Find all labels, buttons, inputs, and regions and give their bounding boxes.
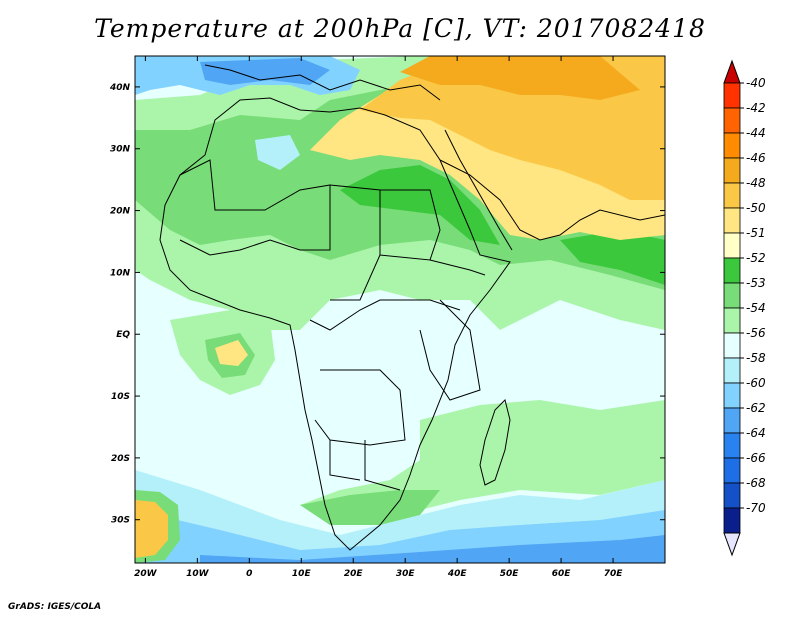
- coastlines: [159, 64, 665, 551]
- colorbar-bin: [723, 82, 741, 109]
- colorbar-bin: [723, 432, 741, 459]
- field-green-dark: [340, 165, 500, 245]
- footer-credit: GrADS: IGES/COLA: [8, 602, 102, 612]
- colorbar-bin: [723, 157, 741, 184]
- colorbar-label: -46: [746, 151, 766, 165]
- colorbar-label: -54: [746, 301, 766, 315]
- colorbar-label: -62: [746, 401, 766, 415]
- colorbar-label: -56: [746, 326, 766, 340]
- lat-tick-label: 20S: [111, 454, 130, 464]
- colorbar-bin: [723, 182, 741, 209]
- arabia-coast: [439, 159, 665, 241]
- madagascar: [479, 399, 511, 486]
- colorbar-label: -58: [746, 351, 766, 365]
- colorbar-bin: [723, 207, 741, 234]
- lon-tick-label: 70E: [604, 569, 624, 579]
- colorbar-upper-arrow: [723, 59, 741, 84]
- lat-tick-label: 40N: [109, 83, 131, 93]
- plot-frame: [134, 55, 666, 564]
- lon-axis: 20W 10W 0 10E 20E 30E 40E 50E 60E 70E: [134, 56, 623, 579]
- lat-tick-label: 30S: [111, 516, 130, 526]
- colorbar-bin: [723, 407, 741, 434]
- europe-coast: [204, 64, 441, 101]
- colorbar-bin: [723, 457, 741, 484]
- colorbar-label: -48: [746, 176, 766, 190]
- lon-tick-label: 10E: [292, 569, 312, 579]
- colorbar-bin: [723, 357, 741, 384]
- colorbar-lower-arrow: [723, 532, 741, 557]
- lat-tick-label: 20N: [110, 207, 131, 217]
- colorbar-label: -42: [746, 101, 766, 115]
- lat-axis: 40N 30N 20N 10N EQ 10S 20S 30S: [109, 83, 665, 526]
- colorbar-label: -60: [746, 376, 766, 390]
- colorbar-label: -70: [746, 501, 766, 515]
- africa-coastline: [159, 97, 511, 551]
- colorbar-bin: [723, 382, 741, 409]
- field-green-dark-east: [560, 230, 665, 285]
- temperature-field: [135, 56, 665, 563]
- field-orange-sw-core: [135, 500, 168, 558]
- borders-east: [419, 259, 486, 401]
- colorbar-label: -64: [746, 426, 766, 440]
- field-green-south-dark: [300, 490, 440, 525]
- lat-tick-label: 30N: [110, 145, 131, 155]
- lon-tick-label: 50E: [500, 569, 520, 579]
- colorbar: -40 -42 -44 -46 -48 -50 -51 -52 -53 -54 -56 -58 -60 -…: [723, 59, 766, 557]
- colorbar-label: -68: [746, 476, 766, 490]
- lon-tick-label: 20E: [344, 569, 364, 579]
- lon-tick-label: 30E: [396, 569, 416, 579]
- red-sea-east: [444, 129, 513, 251]
- lon-tick-label: 10W: [186, 569, 210, 579]
- lon-tick-label: 20W: [134, 569, 158, 579]
- borders-central: [309, 299, 461, 491]
- colorbar-bin: [723, 107, 741, 134]
- lon-tick-label: 60E: [552, 569, 572, 579]
- lon-tick-label: 0: [246, 569, 252, 579]
- colorbar-label: -66: [746, 451, 766, 465]
- lat-tick-label: 10N: [110, 268, 131, 278]
- lat-tick-label: 10S: [111, 392, 130, 402]
- borders-west: [179, 159, 441, 301]
- map-title: Temperature at 200hPa [C], VT: 201708241…: [94, 14, 706, 43]
- field-blue-south-deep: [200, 535, 665, 563]
- colorbar-bin: [723, 132, 741, 159]
- colorbar-label: -53: [746, 276, 766, 290]
- colorbar-bin: [723, 282, 741, 309]
- colorbar-label: -44: [746, 126, 766, 140]
- colorbar-bin: [723, 232, 741, 259]
- colorbar-label: -40: [746, 76, 766, 90]
- colorbar-bin: [723, 307, 741, 334]
- colorbar-bin: [723, 257, 741, 284]
- colorbar-label: -52: [746, 251, 766, 265]
- field-blue-med-dark: [200, 58, 330, 85]
- colorbar-bin: [723, 507, 741, 534]
- field-orange: [400, 56, 640, 100]
- colorbar-bin: [723, 332, 741, 359]
- lon-tick-label: 40E: [447, 569, 468, 579]
- colorbar-bin: [723, 482, 741, 509]
- field-yellow-guinea: [215, 340, 248, 366]
- lat-tick-label: EQ: [116, 330, 130, 340]
- colorbar-label: -50: [746, 201, 766, 215]
- colorbar-label: -51: [746, 226, 766, 240]
- field-blue-sahara: [255, 135, 300, 170]
